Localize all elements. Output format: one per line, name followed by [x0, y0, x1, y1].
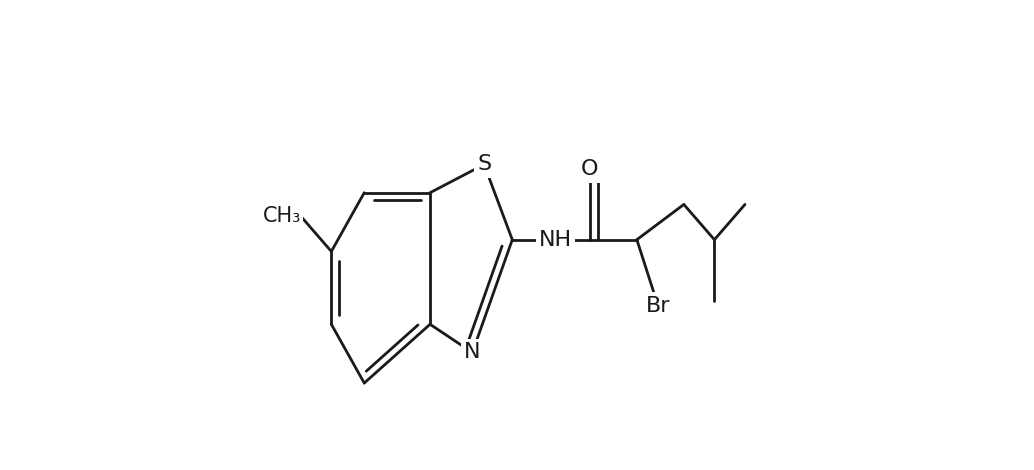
- Text: S: S: [477, 155, 491, 174]
- Text: N: N: [464, 343, 481, 362]
- Text: CH₃: CH₃: [263, 206, 301, 226]
- Text: NH: NH: [539, 230, 572, 250]
- Text: Br: Br: [646, 296, 670, 315]
- Text: O: O: [581, 159, 599, 179]
